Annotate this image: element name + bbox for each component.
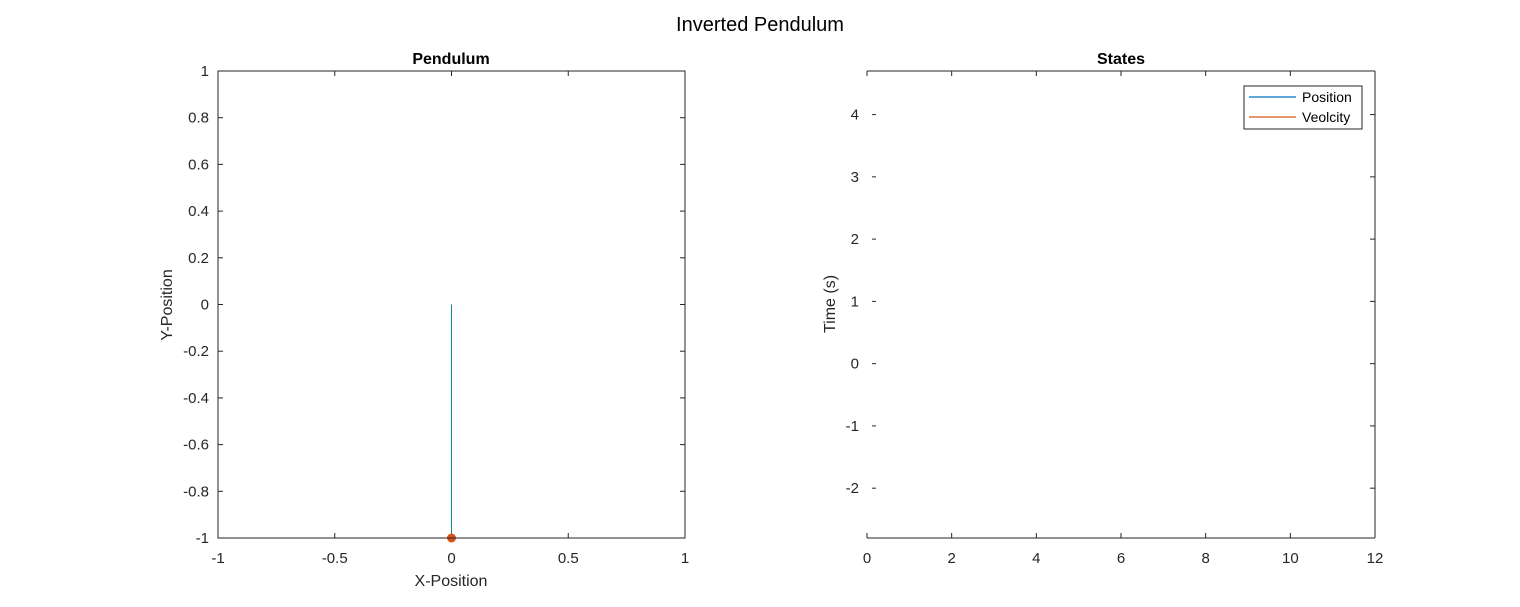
pendulum-ytick-label: 0.2 [188, 250, 209, 267]
states-ytick-label: 4 [851, 107, 859, 124]
pendulum-ytick-label: 0.4 [188, 203, 209, 220]
pendulum-xlabel: X-Position [415, 573, 488, 590]
pendulum-ytick-label: -0.8 [183, 483, 209, 500]
states-ylabel: Time (s) [822, 275, 839, 333]
figure-title: Inverted Pendulum [676, 14, 844, 36]
pendulum-xtick-label: 0.5 [558, 550, 579, 567]
states-ytick-label: 2 [851, 231, 859, 248]
states-ytick-label: 0 [851, 356, 859, 373]
legend-position-label: Position [1302, 89, 1352, 105]
states-xtick-label: 4 [1032, 550, 1040, 567]
states-ytick-label: 1 [851, 293, 859, 310]
states-title: States [1097, 51, 1145, 68]
states-legend: Position Veolcity [1243, 85, 1363, 130]
states-xtick-label: 6 [1117, 550, 1125, 567]
states-xtick-label: 12 [1367, 550, 1384, 567]
pendulum-xtick-label: 0 [447, 550, 455, 567]
pendulum-xtick-label: -0.5 [322, 550, 348, 567]
pendulum-ytick-label: 0.8 [188, 110, 209, 127]
pendulum-plot-box [217, 70, 686, 539]
pendulum-xtick-label: 1 [681, 550, 689, 567]
states-ytick-label: 3 [851, 169, 859, 186]
pendulum-ytick-label: -0.6 [183, 437, 209, 454]
pendulum-ytick-label: -0.2 [183, 343, 209, 360]
states-xtick-label: 10 [1282, 550, 1299, 567]
pendulum-ytick-label: 0.6 [188, 156, 209, 173]
states-ytick-label: -1 [846, 418, 859, 435]
states-xtick-label: 2 [947, 550, 955, 567]
pendulum-ytick-label: -1 [196, 530, 209, 547]
states-ytick-label: -2 [846, 480, 859, 497]
pendulum-ylabel: Y-Position [159, 269, 176, 340]
legend-box [1243, 85, 1363, 130]
pendulum-title: Pendulum [412, 51, 489, 68]
pendulum-axes: Pendulum X-Position Y-Position -1 -0.5 0 0.… [159, 51, 689, 590]
pendulum-ytick-label: 1 [201, 63, 209, 80]
pendulum-ytick-label: 0 [201, 297, 209, 314]
states-xtick-label: 0 [863, 550, 871, 567]
states-xtick-label: 8 [1201, 550, 1209, 567]
legend-velocity-label: Veolcity [1302, 109, 1350, 125]
pendulum-xtick-label: -1 [211, 550, 224, 567]
pendulum-ytick-label: -0.4 [183, 390, 209, 407]
